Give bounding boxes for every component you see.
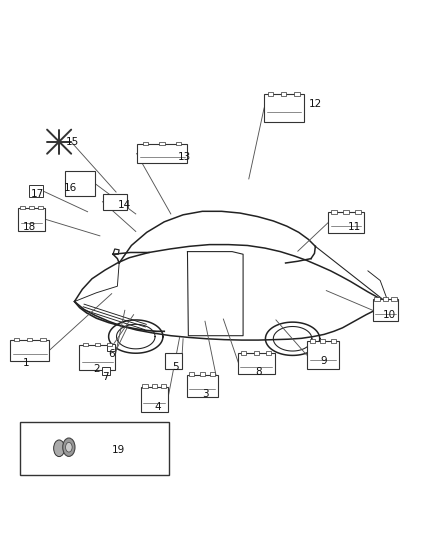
Bar xyxy=(281,92,286,96)
Bar xyxy=(79,345,115,370)
Bar xyxy=(38,206,43,209)
Bar xyxy=(331,339,336,343)
Text: 14: 14 xyxy=(118,200,131,210)
Bar xyxy=(18,208,45,231)
Text: 1: 1 xyxy=(23,358,30,368)
Bar xyxy=(187,375,218,397)
Bar xyxy=(237,353,275,374)
Bar xyxy=(210,373,215,376)
Text: 13: 13 xyxy=(177,152,191,162)
Text: 17: 17 xyxy=(31,189,44,199)
Ellipse shape xyxy=(66,442,72,452)
Text: 4: 4 xyxy=(154,402,161,411)
Bar xyxy=(391,297,396,301)
Bar xyxy=(102,367,110,375)
Bar xyxy=(374,297,380,301)
Text: 5: 5 xyxy=(172,362,179,372)
Bar xyxy=(383,297,388,301)
Text: 9: 9 xyxy=(321,356,328,366)
Bar xyxy=(83,343,88,346)
Bar xyxy=(40,338,46,342)
Bar xyxy=(266,351,271,354)
Bar xyxy=(20,206,25,209)
Text: 18: 18 xyxy=(23,222,36,232)
Bar xyxy=(310,339,315,343)
Bar xyxy=(142,384,148,388)
Text: 7: 7 xyxy=(102,372,109,382)
Bar xyxy=(332,210,337,214)
Text: 12: 12 xyxy=(309,100,322,109)
Bar xyxy=(189,373,194,376)
Text: 3: 3 xyxy=(202,389,209,399)
Ellipse shape xyxy=(53,440,65,457)
Bar xyxy=(65,171,95,196)
Bar xyxy=(10,340,49,361)
Bar xyxy=(27,338,32,342)
Bar xyxy=(137,144,187,163)
Bar xyxy=(268,92,273,96)
Text: 2: 2 xyxy=(93,365,100,374)
Bar xyxy=(343,210,349,214)
Bar xyxy=(152,384,157,388)
Bar xyxy=(373,300,398,321)
Bar xyxy=(355,210,360,214)
Text: 8: 8 xyxy=(255,367,262,377)
Bar xyxy=(143,142,148,145)
Bar xyxy=(106,343,112,346)
Bar xyxy=(294,92,300,96)
Bar xyxy=(107,344,115,351)
Text: 19: 19 xyxy=(112,445,125,455)
Polygon shape xyxy=(29,185,43,197)
Bar xyxy=(307,342,339,368)
Bar xyxy=(141,386,168,412)
Text: 6: 6 xyxy=(108,349,115,359)
Bar xyxy=(14,338,19,342)
Text: 11: 11 xyxy=(348,222,361,232)
Bar xyxy=(254,351,259,354)
Bar xyxy=(159,142,165,145)
Bar xyxy=(29,206,34,209)
Bar xyxy=(20,422,169,474)
Ellipse shape xyxy=(63,438,75,456)
Text: 10: 10 xyxy=(383,310,396,320)
Bar xyxy=(95,343,100,346)
Bar xyxy=(161,384,166,388)
Bar xyxy=(200,373,205,376)
Bar xyxy=(102,194,127,209)
Bar xyxy=(241,351,247,354)
Text: 16: 16 xyxy=(64,183,77,192)
Text: 15: 15 xyxy=(66,136,79,147)
Bar xyxy=(328,212,364,233)
Bar xyxy=(320,339,325,343)
Bar xyxy=(165,353,182,368)
Bar xyxy=(176,142,181,145)
Bar xyxy=(264,94,304,122)
